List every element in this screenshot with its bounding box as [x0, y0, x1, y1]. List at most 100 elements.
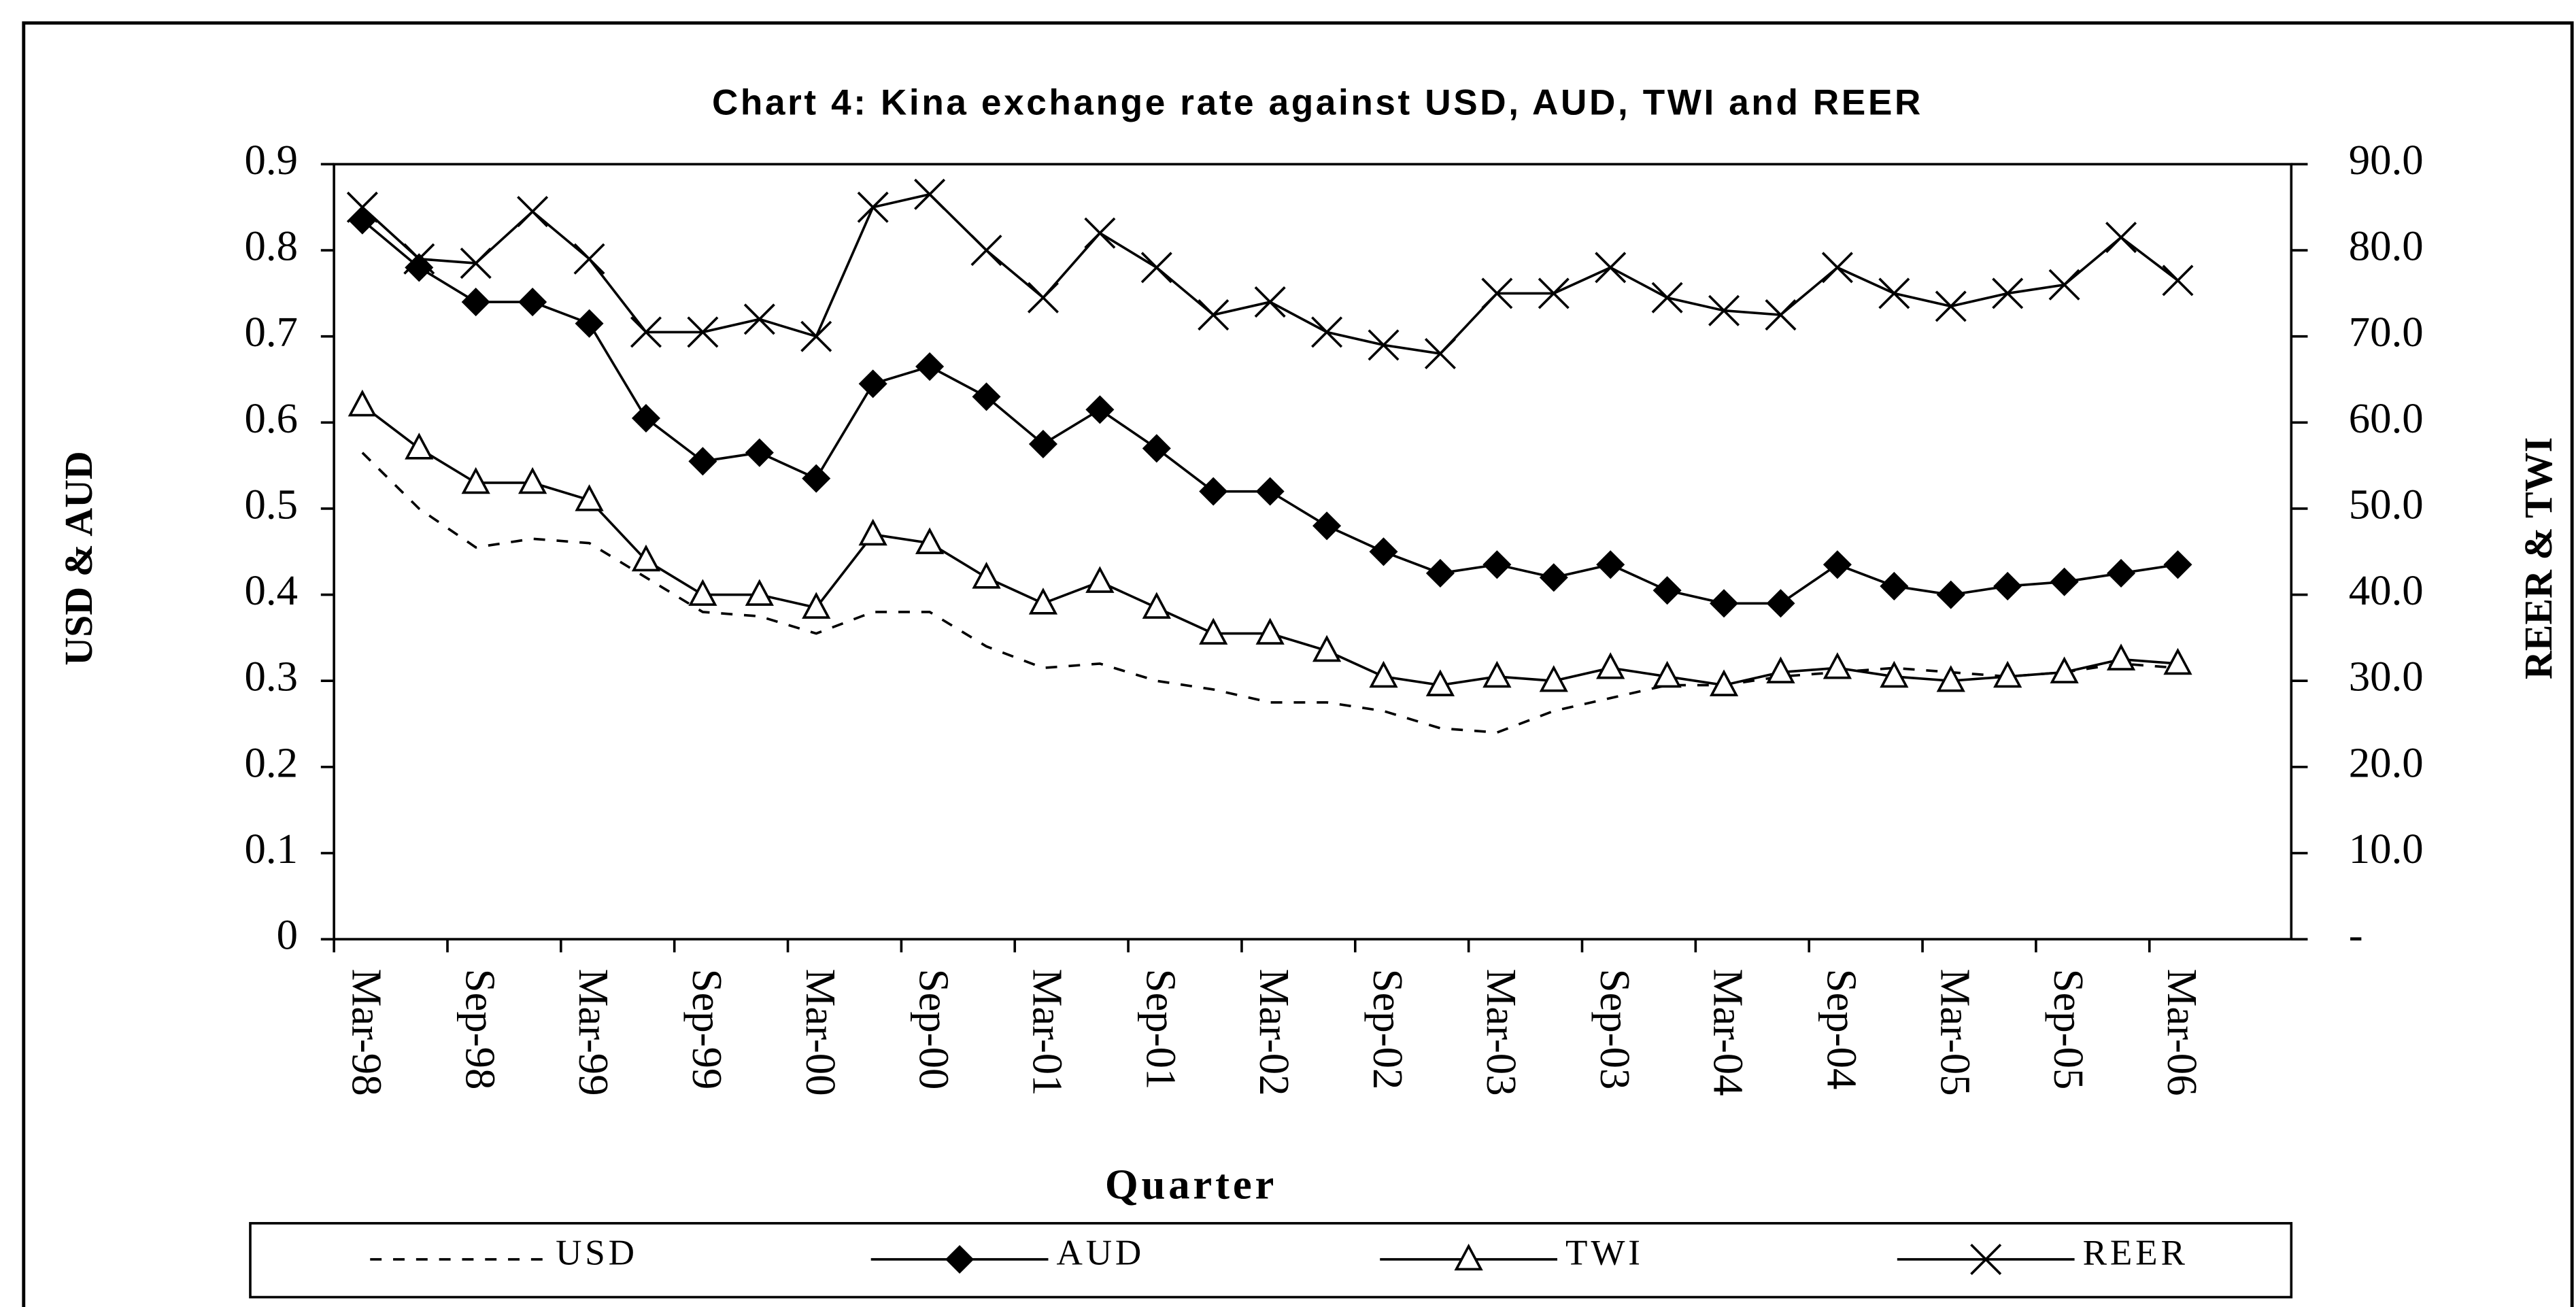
- marker: [1935, 290, 1967, 322]
- x-tick-label: Mar-04: [1705, 969, 1752, 1096]
- marker: [972, 382, 1001, 411]
- marker: [2107, 558, 2136, 588]
- marker: [2163, 647, 2192, 675]
- marker: [461, 288, 490, 317]
- marker: [1766, 656, 1795, 683]
- marker: [1765, 299, 1797, 331]
- marker: [1255, 617, 1285, 645]
- marker: [970, 235, 1002, 267]
- marker: [1709, 669, 1739, 696]
- marker: [1369, 660, 1398, 688]
- marker: [2106, 643, 2136, 671]
- marker: [1312, 634, 1342, 662]
- marker: [858, 369, 887, 398]
- marker: [2048, 269, 2080, 301]
- marker: [1993, 571, 2022, 600]
- marker: [346, 191, 378, 223]
- legend-label: AUD: [1057, 1233, 1145, 1272]
- marker: [800, 320, 832, 352]
- marker: [743, 303, 775, 335]
- marker: [2105, 222, 2137, 254]
- marker: [802, 464, 831, 493]
- marker: [631, 403, 660, 433]
- series-line: [361, 219, 2178, 605]
- marker: [1766, 589, 1795, 618]
- frame: [22, 21, 2574, 1307]
- marker: [1823, 550, 1852, 579]
- marker: [403, 243, 435, 275]
- marker: [745, 438, 774, 467]
- marker: [1539, 665, 1568, 692]
- marker: [2050, 567, 2079, 596]
- marker: [1255, 477, 1285, 506]
- marker: [1027, 282, 1059, 313]
- marker: [1596, 652, 1625, 679]
- legend-marker: [945, 1244, 975, 1274]
- marker: [1653, 576, 1682, 605]
- marker: [1710, 589, 1739, 618]
- y-tick-label: 0: [277, 911, 298, 959]
- y2-tick-label: 80.0: [2349, 222, 2424, 269]
- x-tick-label: Mar-00: [797, 969, 845, 1096]
- marker: [1993, 660, 2022, 688]
- marker: [573, 243, 605, 275]
- marker: [461, 466, 490, 494]
- y-tick-label: 0.5: [245, 480, 298, 528]
- x-tick-label: Sep-01: [1137, 969, 1185, 1090]
- marker: [460, 248, 492, 279]
- marker: [517, 196, 549, 228]
- marker: [630, 316, 662, 348]
- marker: [1878, 277, 1910, 309]
- marker: [1821, 252, 1853, 284]
- marker: [1198, 299, 1230, 331]
- marker: [518, 288, 547, 317]
- y-tick-label: 0.3: [245, 653, 298, 700]
- marker: [405, 432, 434, 460]
- marker: [1880, 660, 1909, 688]
- marker: [745, 579, 774, 606]
- x-axis-title: Quarter: [1105, 1161, 1277, 1208]
- y-axis-title: USD & AUD: [56, 451, 101, 665]
- marker: [1085, 566, 1115, 593]
- legend-label: TWI: [1565, 1233, 1644, 1272]
- marker: [1936, 580, 1965, 609]
- marker: [1424, 338, 1456, 370]
- marker: [1085, 395, 1115, 424]
- marker: [1651, 282, 1683, 313]
- marker: [915, 352, 945, 381]
- y-tick-label: 0.1: [245, 825, 298, 872]
- marker: [1538, 277, 1570, 309]
- marker: [1199, 617, 1228, 645]
- marker: [915, 527, 945, 554]
- y2-tick-label: 20.0: [2349, 739, 2424, 786]
- marker: [2050, 656, 2079, 683]
- y-tick-label: 0.6: [245, 394, 298, 442]
- marker: [1936, 665, 1965, 692]
- marker: [972, 562, 1001, 589]
- x-tick-label: Sep-98: [456, 969, 504, 1090]
- series-line: [361, 452, 2178, 734]
- marker: [2163, 550, 2192, 579]
- marker: [857, 191, 889, 223]
- y-tick-label: 0.8: [245, 222, 298, 269]
- marker: [858, 518, 887, 546]
- series-line: [361, 192, 2179, 355]
- marker: [1028, 588, 1058, 615]
- y2-tick-label: 90.0: [2349, 136, 2424, 184]
- marker: [2162, 265, 2194, 296]
- y2-tick-label: 50.0: [2349, 480, 2424, 528]
- marker: [1482, 550, 1512, 579]
- legend-label: REER: [2083, 1233, 2188, 1272]
- marker: [1369, 537, 1398, 566]
- marker: [1880, 571, 1909, 600]
- x-tick-label: Mar-99: [570, 969, 617, 1096]
- x-tick-label: Mar-03: [1478, 969, 1525, 1096]
- marker: [802, 592, 831, 619]
- marker: [348, 389, 377, 417]
- legend-marker: [1454, 1243, 1483, 1271]
- x-tick-label: Sep-05: [2045, 969, 2092, 1090]
- marker: [631, 544, 661, 572]
- marker: [1142, 592, 1171, 619]
- marker: [1199, 477, 1228, 506]
